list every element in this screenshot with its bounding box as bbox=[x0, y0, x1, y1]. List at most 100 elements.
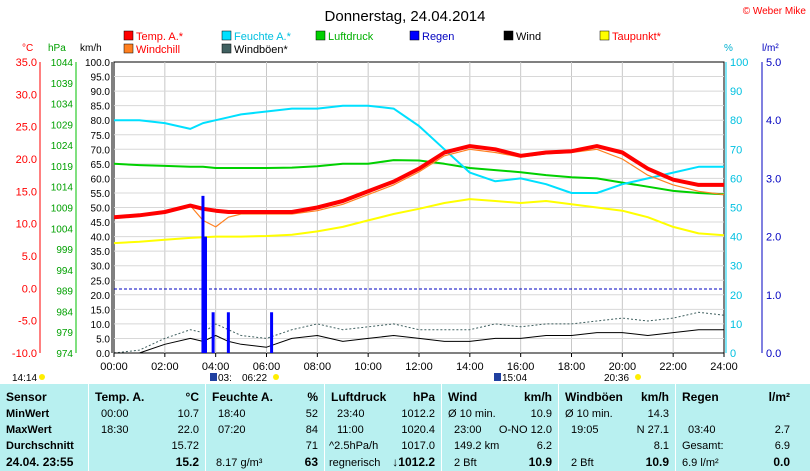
hum-tick-label: 20 bbox=[730, 290, 742, 302]
stats-rain: Regen l/m² 03:40 2.7 Gesamt: 6.9 6.9 l/m… bbox=[676, 384, 796, 471]
marker-time-1: 14:14 bbox=[12, 373, 37, 384]
gust-r1b: 14.3 bbox=[647, 408, 669, 420]
hum-min: 52 bbox=[305, 408, 318, 420]
temp-current: 15.2 bbox=[175, 455, 199, 469]
wind-axis-unit: km/h bbox=[80, 43, 102, 54]
hum-max: 84 bbox=[305, 424, 318, 436]
x-tick-label: 08:00 bbox=[304, 361, 332, 373]
hum-tick-label: 90 bbox=[730, 86, 742, 98]
wind-tick-label: 85.0 bbox=[91, 102, 111, 113]
temp-tick-label: 35.0 bbox=[16, 57, 37, 69]
legend-label-windchill: Windchill bbox=[136, 44, 180, 56]
wind-tick-label: 95.0 bbox=[91, 73, 111, 84]
press-current: ↓1012.2 bbox=[392, 455, 435, 469]
hum-tick-label: 60 bbox=[730, 173, 742, 185]
rain-bar bbox=[204, 236, 207, 353]
marker-time-2: 03: bbox=[218, 373, 232, 384]
press-tick-label: 984 bbox=[56, 307, 73, 318]
marker-dot-1 bbox=[39, 374, 45, 380]
wind-tick-label: 75.0 bbox=[91, 131, 111, 142]
wind-unit: km/h bbox=[523, 390, 552, 404]
marker-icon-2 bbox=[210, 373, 217, 381]
x-tick-label: 04:00 bbox=[202, 361, 230, 373]
legend-label-pressure: Luftdruck bbox=[328, 31, 374, 43]
temp-tick-label: -10.0 bbox=[12, 348, 37, 360]
temp-tick-label: 10.0 bbox=[16, 219, 37, 231]
x-tick-label: 00:00 bbox=[100, 361, 128, 373]
hum-max-time: 07:20 bbox=[218, 424, 246, 436]
legend-swatch-windchill bbox=[123, 43, 134, 54]
wind-tick-label: 55.0 bbox=[91, 189, 111, 200]
hum-tick-label: 0 bbox=[730, 348, 736, 360]
rain-bar bbox=[270, 312, 274, 353]
wind-tick-label: 5.0 bbox=[96, 334, 110, 345]
rain-bar bbox=[201, 195, 205, 353]
press-min: 1012.2 bbox=[401, 408, 435, 420]
press-tick-label: 1034 bbox=[51, 100, 74, 111]
press-tick-label: 1044 bbox=[51, 58, 74, 69]
hum-min-time: 18:40 bbox=[218, 408, 246, 420]
hum-tick-label: 30 bbox=[730, 261, 742, 273]
x-tick-label: 02:00 bbox=[151, 361, 179, 373]
rain-r4b: 0.0 bbox=[773, 455, 790, 469]
hum-tick-label: 70 bbox=[730, 144, 742, 156]
press-tick-label: 1029 bbox=[51, 120, 74, 131]
wind-tick-label: 30.0 bbox=[91, 262, 111, 273]
legend-label-temp: Temp. A.* bbox=[136, 31, 184, 43]
temp-max: 22.0 bbox=[177, 424, 199, 436]
rain-tick-label: 1.0 bbox=[766, 290, 781, 302]
press-tick-label: 989 bbox=[56, 287, 73, 298]
x-tick-label: 06:00 bbox=[253, 361, 281, 373]
x-tick-label: 24:00 bbox=[710, 361, 738, 373]
legend-label-wind: Wind bbox=[516, 31, 541, 43]
press-tick-label: 1039 bbox=[51, 79, 74, 90]
hum-tick-label: 10 bbox=[730, 319, 742, 331]
temp-min-time: 00:00 bbox=[101, 408, 129, 420]
wind-r4b: 10.9 bbox=[528, 455, 552, 469]
press-axis-unit: hPa bbox=[48, 43, 66, 54]
grid bbox=[114, 62, 724, 353]
x-tick-label: 12:00 bbox=[405, 361, 433, 373]
rain-r3a: Gesamt: bbox=[682, 440, 724, 452]
x-tick-label: 10:00 bbox=[354, 361, 382, 373]
gust-unit: km/h bbox=[640, 390, 669, 404]
press-tick-label: 994 bbox=[56, 266, 73, 277]
legend-label-rain: Regen bbox=[422, 31, 454, 43]
series-gust bbox=[113, 311, 725, 354]
press-tick-label: 999 bbox=[56, 245, 73, 256]
gust-r2a: 19:05 bbox=[571, 424, 599, 436]
press-trend: ^2.5hPa/h bbox=[329, 440, 379, 452]
stats-gust: Windböen km/h Ø 10 min. 14.3 19:05 N 27.… bbox=[559, 384, 675, 471]
press-avg: 1017.0 bbox=[401, 440, 435, 452]
series-wind bbox=[114, 329, 724, 354]
wind-tick-label: 15.0 bbox=[91, 305, 111, 316]
wind-tick-label: 20.0 bbox=[91, 291, 111, 302]
rain-tick-label: 2.0 bbox=[766, 232, 781, 244]
wind-tick-label: 40.0 bbox=[91, 233, 111, 244]
legend: Temp. A.* Feuchte A.* Luftdruck Regen Wind Ta… bbox=[123, 30, 662, 56]
wind-r3a: 149.2 km bbox=[454, 440, 500, 452]
wind-r2a: 23:00 bbox=[454, 424, 482, 436]
weather-chart: Donnerstag, 24.04.2014 © Weber Mike Temp… bbox=[12, 6, 807, 384]
credit-label: © Weber Mike bbox=[743, 6, 807, 17]
marker-time-4: 15:04 bbox=[502, 373, 527, 384]
gust-r2b: N 27.1 bbox=[636, 424, 669, 436]
temp-min: 10.7 bbox=[177, 408, 199, 420]
wind-r3b: 6.2 bbox=[536, 440, 552, 452]
hum-tick-label: 100 bbox=[730, 57, 748, 69]
gust-r4b: 10.9 bbox=[645, 455, 669, 469]
series-dewpoint bbox=[113, 198, 725, 245]
series-humidity bbox=[114, 104, 724, 194]
temp-header: Temp. A. bbox=[95, 390, 145, 404]
temp-tick-label: 25.0 bbox=[16, 122, 37, 134]
press-tick-label: 974 bbox=[56, 349, 73, 360]
hum-unit: % bbox=[307, 390, 318, 404]
rain-tick-label: 0.0 bbox=[766, 348, 781, 360]
rain-unit: l/m² bbox=[768, 390, 790, 404]
wind-tick-label: 80.0 bbox=[91, 116, 111, 127]
rain-bar bbox=[211, 312, 215, 353]
temp-tick-label: -5.0 bbox=[18, 316, 37, 328]
gust-r1a: Ø 10 min. bbox=[565, 408, 613, 420]
stats-temp: Temp. A. °C 00:00 10.7 18:30 22.0 15.72 … bbox=[89, 384, 205, 471]
gust-header: Windböen bbox=[565, 390, 623, 404]
